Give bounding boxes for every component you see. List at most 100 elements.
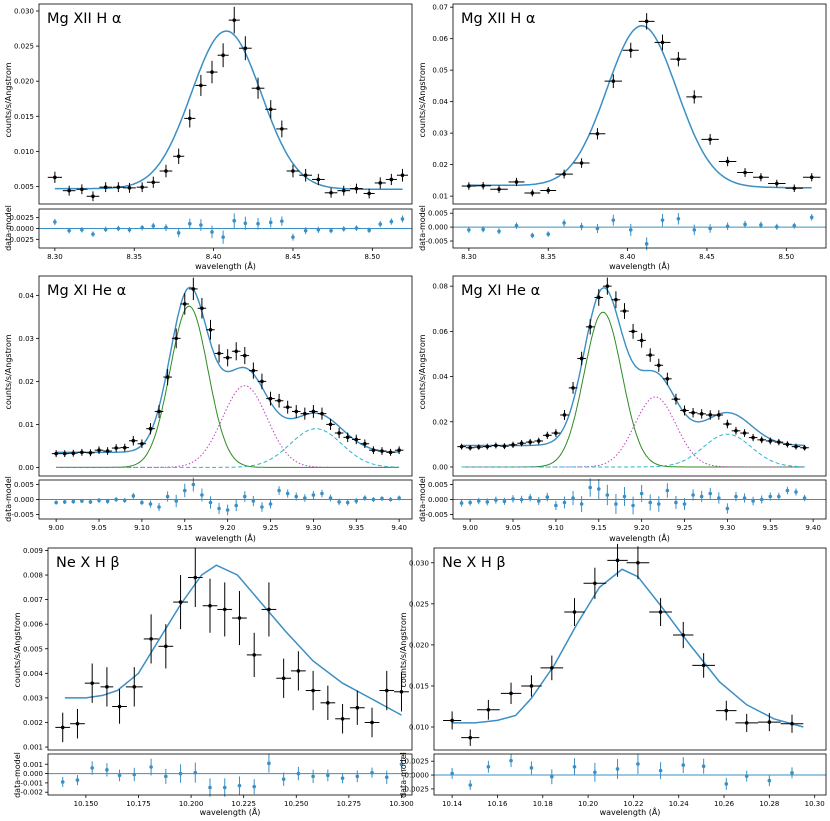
- residual-marker: [140, 500, 144, 505]
- data-point: [51, 450, 61, 458]
- data-marker: [174, 336, 178, 341]
- data-point: [159, 164, 173, 178]
- residual-marker: [243, 221, 248, 226]
- residual-point: [802, 494, 807, 502]
- data-point: [791, 443, 801, 450]
- x-tick-label: 10.175: [126, 800, 151, 808]
- residual-marker: [277, 488, 281, 493]
- y-tick-label: 0.007: [23, 596, 43, 604]
- data-point: [369, 446, 378, 455]
- residual-marker: [485, 500, 490, 504]
- residual-marker: [767, 778, 772, 783]
- residual-point: [116, 225, 121, 232]
- data-point: [524, 189, 541, 197]
- data-marker: [794, 444, 798, 449]
- data-marker: [340, 716, 345, 721]
- data-point: [670, 51, 687, 67]
- data-marker: [790, 721, 794, 726]
- residual-marker: [62, 500, 67, 504]
- x-tick-label: 9.25: [677, 524, 693, 532]
- data-point: [266, 391, 275, 406]
- component-line-2: [56, 385, 400, 468]
- residual-axis-label: data-model: [13, 752, 22, 798]
- data-point: [379, 670, 395, 711]
- residual-marker: [378, 222, 383, 226]
- data-point: [163, 368, 172, 386]
- y-tick-label: 0.04: [18, 292, 34, 300]
- x-tick-label: 9.20: [220, 524, 236, 532]
- residual-marker: [481, 227, 485, 232]
- residual-point: [193, 762, 198, 783]
- data-point: [386, 448, 395, 456]
- data-marker: [291, 169, 295, 173]
- residual-point: [354, 225, 359, 231]
- data-marker: [151, 180, 156, 185]
- residual-axis-label: data-model: [399, 752, 408, 798]
- residual-marker: [329, 228, 333, 233]
- y-tick-label: 0.030: [14, 8, 34, 16]
- data-marker: [199, 83, 203, 88]
- data-marker: [117, 704, 122, 709]
- data-marker: [802, 445, 807, 450]
- data-point: [780, 714, 804, 733]
- data-marker: [595, 131, 600, 136]
- residual-point: [562, 496, 567, 509]
- data-point: [240, 346, 250, 365]
- residual-point: [200, 488, 204, 502]
- residual-point: [648, 494, 653, 511]
- residual-point: [809, 214, 814, 221]
- data-point: [158, 624, 174, 669]
- data-point: [645, 348, 655, 362]
- data-marker: [311, 688, 315, 693]
- data-point: [217, 582, 233, 637]
- residual-marker: [743, 222, 747, 227]
- x-tick-label: 8.35: [540, 253, 556, 261]
- residual-point: [182, 483, 187, 498]
- data-point: [125, 667, 143, 707]
- data-marker: [60, 725, 65, 730]
- data-point: [291, 405, 301, 418]
- data-point: [443, 711, 462, 730]
- residual-point: [502, 497, 507, 505]
- data-point: [154, 405, 164, 418]
- residual-point: [743, 220, 747, 228]
- data-point: [583, 567, 607, 599]
- data-point: [628, 323, 638, 339]
- y-tick-label: 0.08: [432, 283, 448, 291]
- residual-point: [725, 222, 730, 231]
- y-tick-label: 0.02: [432, 161, 448, 169]
- data-point: [585, 319, 595, 335]
- residual-point: [97, 497, 101, 503]
- residual-marker: [114, 497, 118, 502]
- residual-point: [744, 770, 749, 782]
- model-curve: [56, 286, 400, 453]
- data-marker: [628, 48, 633, 53]
- residual-point: [252, 779, 256, 795]
- residual-point: [399, 757, 404, 771]
- y-tick-label: 0.06: [432, 35, 448, 43]
- data-marker: [232, 18, 237, 22]
- residual-point: [237, 776, 242, 795]
- data-marker: [354, 186, 359, 191]
- residual-point: [622, 487, 627, 506]
- data-marker: [792, 186, 797, 191]
- residual-marker: [316, 228, 321, 232]
- residual-point: [476, 497, 481, 505]
- residual-marker: [593, 770, 597, 775]
- data-point: [697, 409, 706, 419]
- residual-marker: [579, 224, 584, 229]
- data-marker: [682, 408, 687, 413]
- data-point: [461, 729, 480, 746]
- data-point: [309, 405, 318, 418]
- residual-marker: [725, 506, 730, 511]
- residual-marker: [794, 490, 798, 494]
- residual-point: [234, 499, 239, 512]
- residual-point: [71, 499, 76, 504]
- data-marker: [88, 450, 93, 455]
- x-tick-label: 10.20: [578, 800, 598, 808]
- residual-marker: [550, 774, 554, 779]
- residual-y-tick-label: 0.001: [23, 761, 43, 769]
- y-tick-label: 0.015: [409, 682, 429, 690]
- residual-point: [370, 767, 374, 778]
- residual-marker: [199, 223, 203, 227]
